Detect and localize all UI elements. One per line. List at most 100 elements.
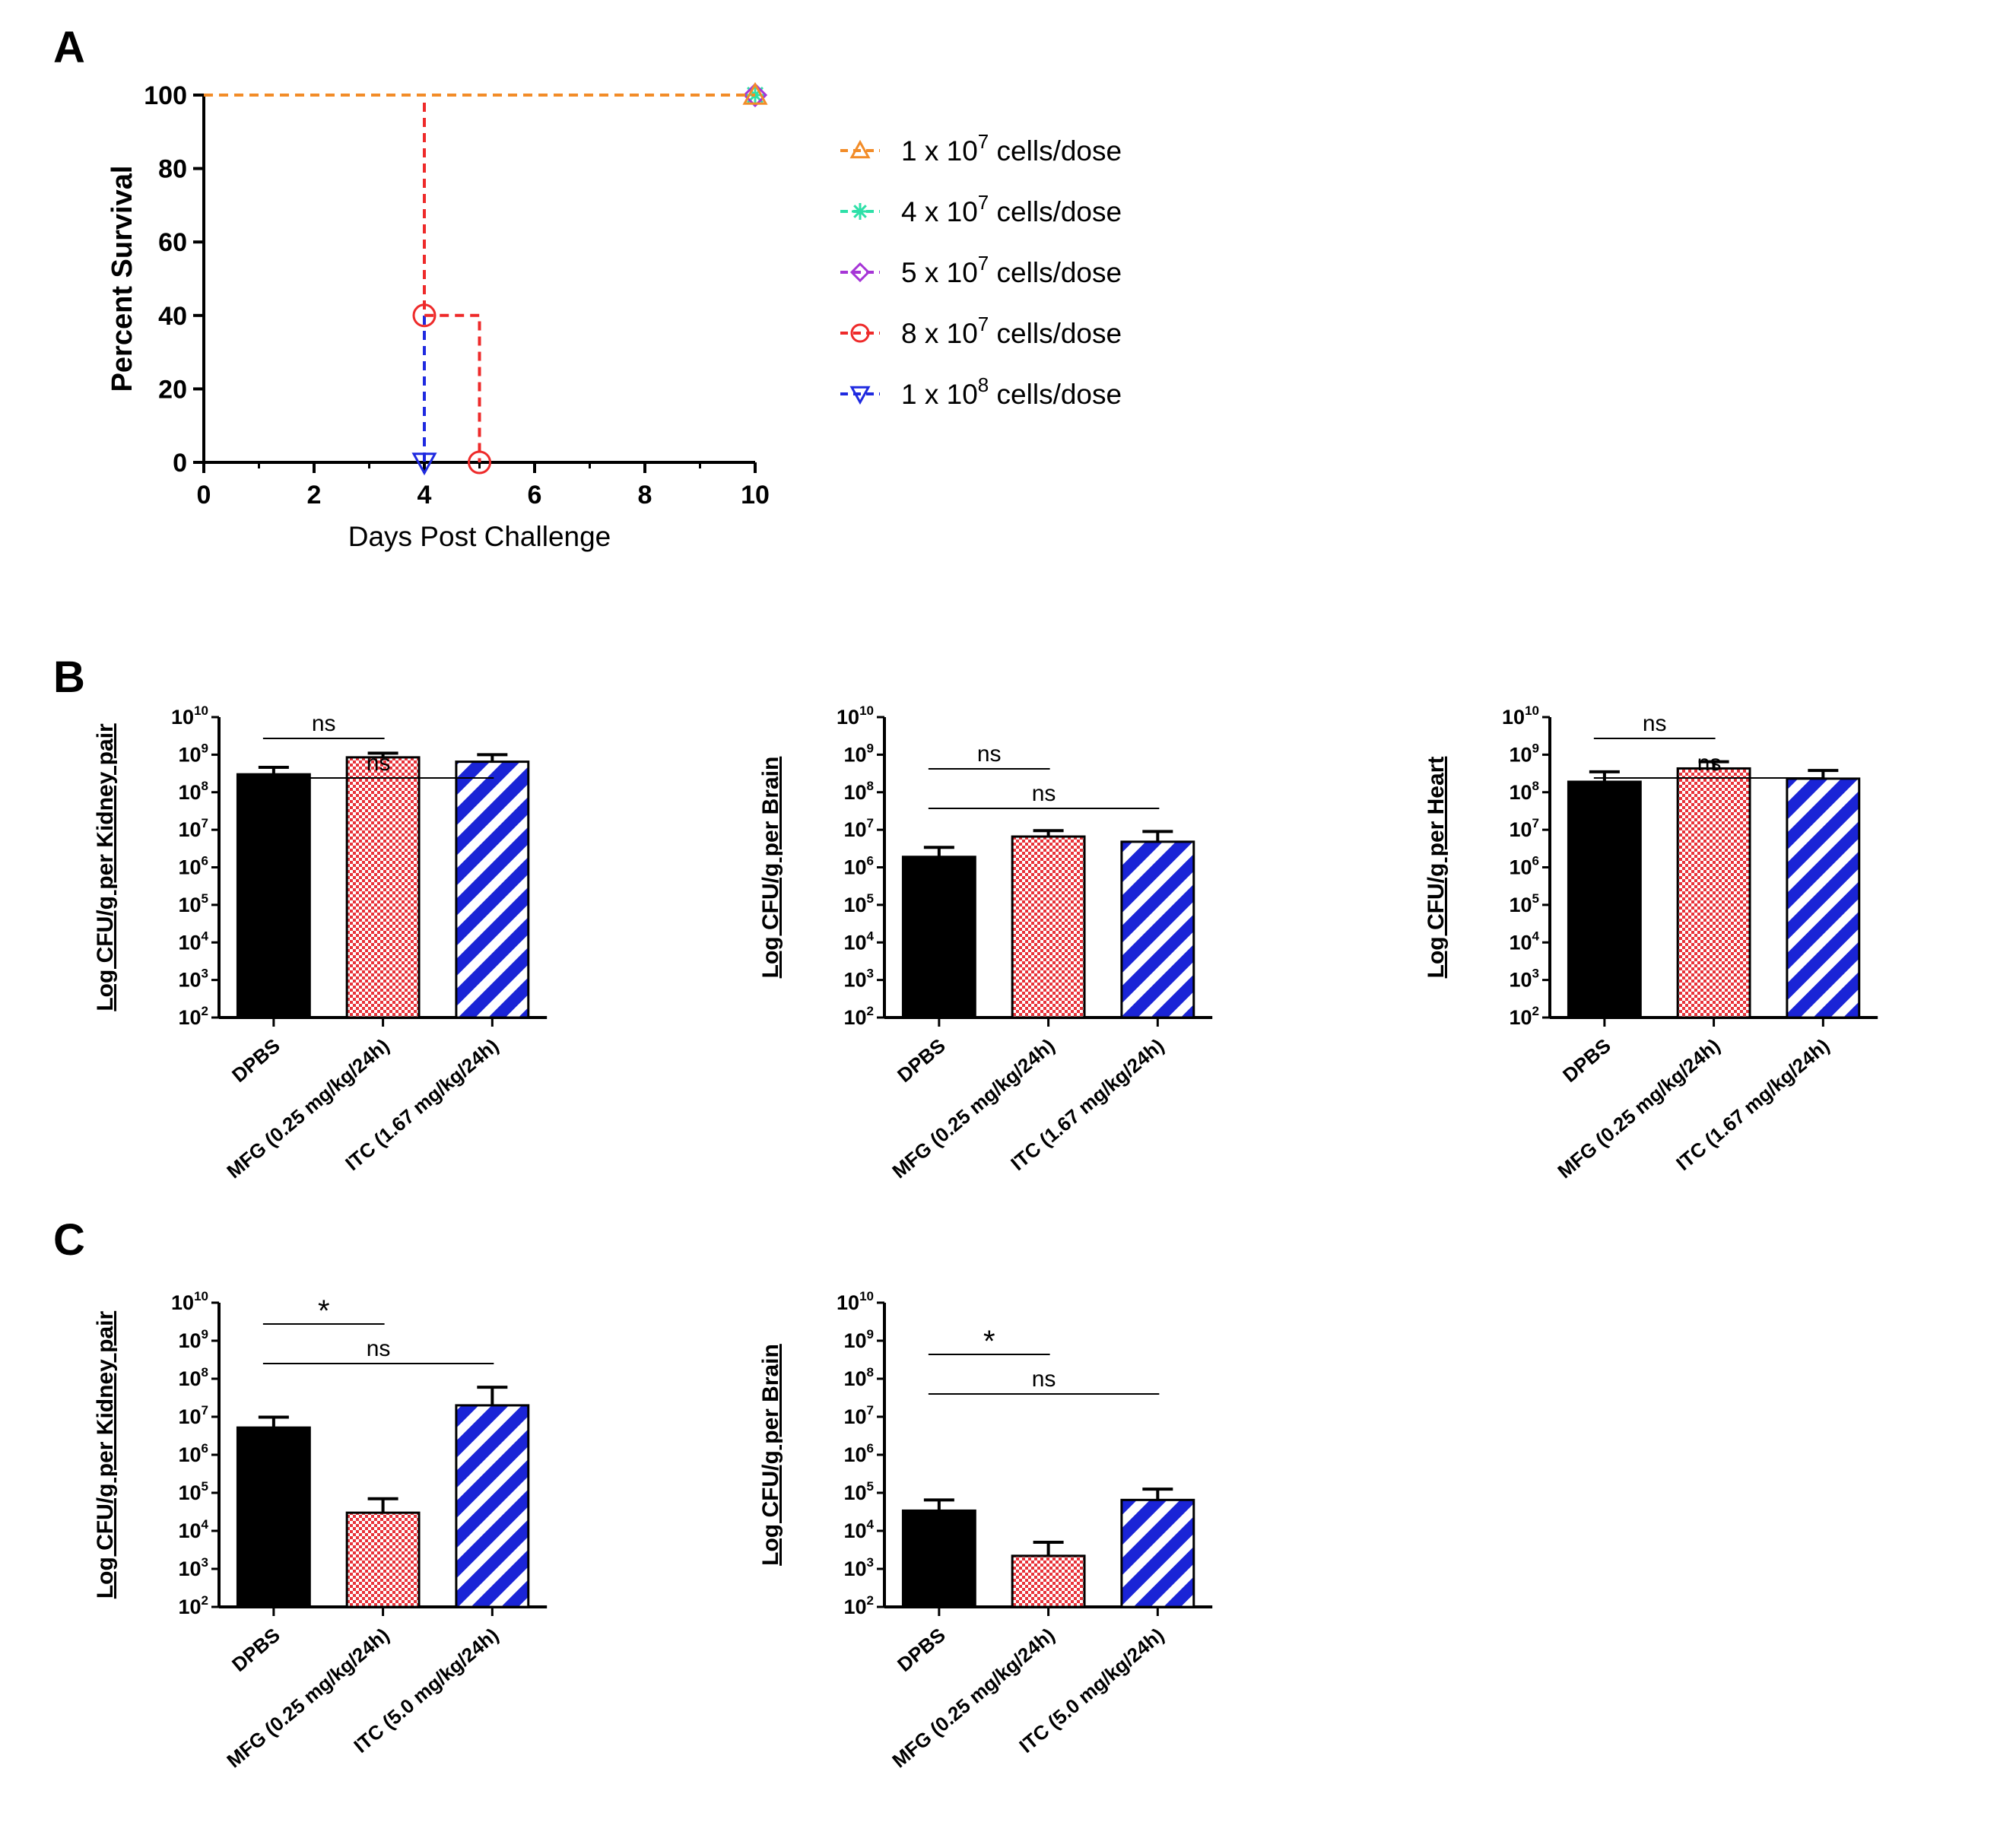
bar-category-label: DPBS xyxy=(893,1624,950,1676)
survival-y-axis-label: Percent Survival xyxy=(106,166,138,392)
survival-series-line xyxy=(204,94,481,462)
bar-2 xyxy=(1786,777,1861,1019)
bar-category-label: DPBS xyxy=(227,1034,284,1087)
bar-y-tick-label: 106 xyxy=(1509,854,1539,879)
bar-y-tick-label: 105 xyxy=(178,1479,208,1504)
bar-y-tick-label: 109 xyxy=(178,741,208,766)
panel-letter-c: C xyxy=(53,1215,85,1265)
bar-y-tick-label: 1010 xyxy=(171,703,208,729)
survival-y-tick-label: 20 xyxy=(158,375,187,404)
bar-y-tick-label: 102 xyxy=(1509,1004,1539,1029)
survival-series xyxy=(204,81,768,476)
bar-y-tick-label: 105 xyxy=(843,891,874,916)
bar-y-tick-label: 104 xyxy=(178,1517,208,1542)
bar-y-axis-label: Log CFU/g per Heart xyxy=(1424,757,1449,979)
significance-label: ns xyxy=(1032,781,1056,806)
bar-0 xyxy=(901,1509,976,1608)
bar-chart-3: 102 103 104 105 106 107 108 109 1010 Log CFU/g pe… xyxy=(1424,703,1878,1183)
significance-label: ns xyxy=(1643,711,1667,736)
survival-x-axis-label: Days Post Challenge xyxy=(348,521,611,552)
bar-y-tick-label: 109 xyxy=(178,1327,208,1352)
survival-x-tick-label: 0 xyxy=(197,481,211,510)
bar-y-tick-label: 1010 xyxy=(171,1289,208,1314)
bar-2 xyxy=(455,1404,530,1608)
significance-label: ns xyxy=(367,751,391,776)
bar-1 xyxy=(345,1511,421,1608)
bar-0 xyxy=(1567,780,1642,1019)
bar-y-tick-label: 106 xyxy=(178,854,208,879)
significance-label: ns xyxy=(1697,751,1722,776)
survival-series-line xyxy=(204,94,426,462)
bar-y-tick-label: 102 xyxy=(178,1004,208,1029)
bar-y-tick-label: 107 xyxy=(1509,816,1539,841)
bar-y-tick-label: 103 xyxy=(178,967,208,992)
legend-label: 1 x 107 cells/dose xyxy=(901,130,1122,167)
bar-y-tick-label: 1010 xyxy=(837,703,874,729)
significance-label: * xyxy=(983,1325,995,1358)
survival-y-tick-label: 40 xyxy=(158,302,187,331)
bar-y-tick-label: 104 xyxy=(843,929,874,954)
legend-item: 5 x 107 cells/dose xyxy=(840,252,1122,288)
bar-1 xyxy=(1011,835,1086,1019)
bar-y-tick-label: 107 xyxy=(178,1403,208,1428)
bar-1 xyxy=(345,756,421,1019)
bar-category-label: DPBS xyxy=(1558,1034,1615,1087)
survival-y-axis: 0 20 40 60 80 100 xyxy=(144,81,205,478)
bar-chart-1: 102 103 104 105 106 107 108 109 1010 Log CFU/g pe… xyxy=(93,703,548,1183)
survival-chart: 0 20 40 60 80 100 0 2 4 6 8 10 Percent Survival Da… xyxy=(106,81,1122,552)
survival-marker xyxy=(742,82,768,108)
legend-marker xyxy=(852,203,868,220)
bar-y-tick-label: 1010 xyxy=(837,1289,874,1314)
significance-label: ns xyxy=(1032,1367,1056,1392)
bar-y-tick-label: 108 xyxy=(178,1365,208,1390)
legend-marker xyxy=(849,386,871,405)
survival-x-tick-label: 10 xyxy=(741,481,770,510)
bar-y-tick-label: 103 xyxy=(178,1555,208,1580)
bar-y-tick-label: 1010 xyxy=(1502,703,1539,729)
bar-y-tick-label: 103 xyxy=(843,967,874,992)
bar-0 xyxy=(236,1426,311,1608)
bar-y-axis-label: Log CFU/g per Kidney pair xyxy=(93,1311,118,1599)
bar-y-tick-label: 108 xyxy=(843,779,874,804)
significance-label: ns xyxy=(977,741,1002,767)
panel-letter-a: A xyxy=(53,23,85,72)
bar-y-tick-label: 108 xyxy=(178,779,208,804)
bar-y-tick-label: 105 xyxy=(1509,891,1539,916)
survival-x-tick-label: 4 xyxy=(417,481,432,510)
bar-y-tick-label: 102 xyxy=(843,1593,874,1618)
bar-y-tick-label: 109 xyxy=(1509,741,1539,766)
bar-y-tick-label: 106 xyxy=(178,1441,208,1466)
bar-y-tick-label: 104 xyxy=(1509,929,1539,954)
bar-2 xyxy=(455,760,530,1019)
bar-chart-4: 102 103 104 105 106 107 108 109 1010 Log CFU/g pe… xyxy=(93,1289,548,1772)
legend-item: 1 x 107 cells/dose xyxy=(840,130,1122,167)
survival-marker xyxy=(412,303,437,328)
survival-x-tick-label: 2 xyxy=(307,481,322,510)
bar-chart-2: 102 103 104 105 106 107 108 109 1010 Log CFU/g pe… xyxy=(758,703,1213,1183)
legend-label: 4 x 107 cells/dose xyxy=(901,191,1122,227)
bar-y-axis-label: Log CFU/g per Brain xyxy=(758,757,783,979)
survival-marker xyxy=(411,452,437,476)
survival-y-tick-label: 0 xyxy=(173,449,187,478)
bar-0 xyxy=(901,856,976,1019)
marker-stroke xyxy=(853,205,867,218)
bar-y-tick-label: 108 xyxy=(1509,779,1539,804)
survival-y-tick-label: 80 xyxy=(158,155,187,184)
bar-2 xyxy=(1120,1498,1195,1608)
survival-legend: 1 x 107 cells/dose 4 x 107 cells/dose 5 x … xyxy=(840,130,1122,410)
bar-y-axis-label: Log CFU/g per Brain xyxy=(758,1344,783,1566)
bar-y-tick-label: 102 xyxy=(178,1593,208,1618)
bar-category-label: DPBS xyxy=(893,1034,950,1087)
bar-y-tick-label: 105 xyxy=(178,891,208,916)
significance-label: ns xyxy=(367,1336,391,1361)
survival-marker xyxy=(742,81,768,105)
survival-x-tick-label: 8 xyxy=(638,481,652,510)
bar-0 xyxy=(236,773,311,1019)
legend-item: 1 x 108 cells/dose xyxy=(840,373,1122,410)
bar-y-tick-label: 107 xyxy=(843,816,874,841)
bar-y-axis-label: Log CFU/g per Kidney pair xyxy=(93,723,118,1011)
significance-label: * xyxy=(318,1294,330,1328)
survival-marker xyxy=(468,450,491,475)
bar-y-tick-label: 109 xyxy=(843,1327,874,1352)
